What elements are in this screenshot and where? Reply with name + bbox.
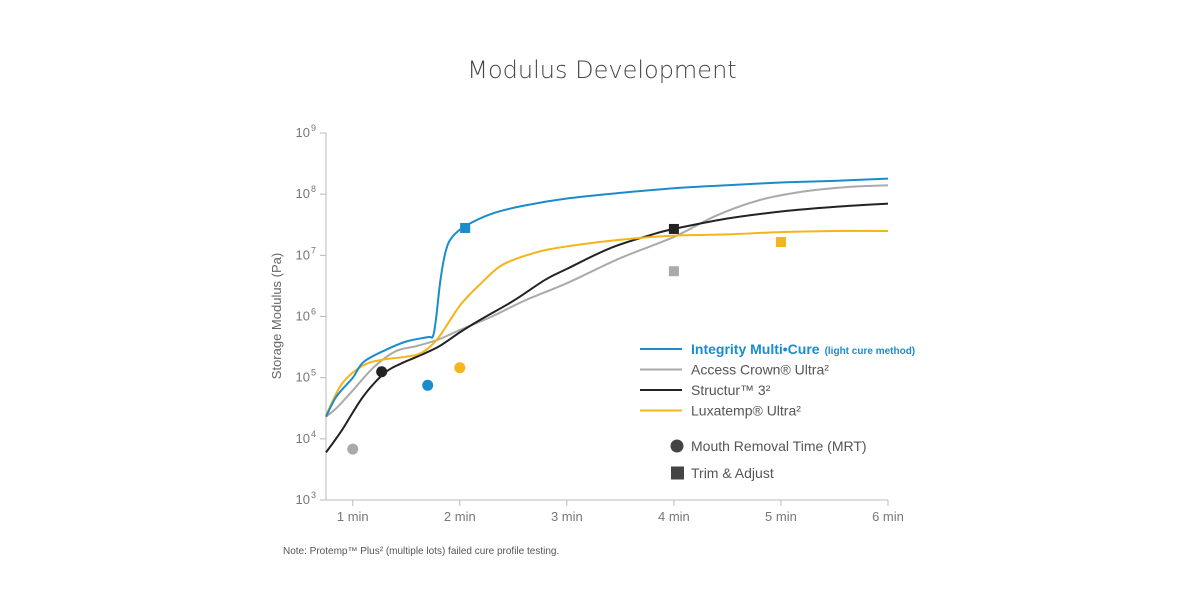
trim-marker-3 xyxy=(775,237,786,248)
x-tick-label: 6 min xyxy=(872,509,904,524)
mrt-marker-0 xyxy=(422,379,434,391)
legend-square-icon xyxy=(671,466,684,480)
y-tick-base: 10 xyxy=(296,247,310,262)
x-tick-label: 5 min xyxy=(765,509,797,524)
series-line-0 xyxy=(325,177,889,418)
y-tick-base: 10 xyxy=(296,370,310,385)
y-tick-base: 10 xyxy=(296,492,310,507)
x-tick-label: 4 min xyxy=(658,509,690,524)
mrt-marker-2 xyxy=(376,366,388,378)
y-tick-base: 10 xyxy=(296,309,310,324)
legend-series-note: (light cure method) xyxy=(825,346,916,357)
series-line-1 xyxy=(325,184,889,418)
y-tick-base: 10 xyxy=(296,125,310,140)
chart-title: Modulus Development xyxy=(467,56,736,84)
legend-series-name: Luxatemp® Ultra² xyxy=(691,403,801,419)
y-tick-exponent: 4 xyxy=(311,429,316,439)
mrt-marker-3 xyxy=(454,362,466,374)
legend-label-1: Access Crown® Ultra² xyxy=(691,362,829,378)
legend-series-name: Access Crown® Ultra² xyxy=(691,362,829,378)
legend-series-name: Integrity Multi•Cure xyxy=(691,341,820,357)
footnote: Note: Protemp™ Plus² (multiple lots) fai… xyxy=(283,546,559,557)
y-tick-label: 108 xyxy=(296,184,316,201)
legend-label-3: Luxatemp® Ultra² xyxy=(691,403,801,419)
y-tick-exponent: 3 xyxy=(311,490,316,500)
y-tick-label: 106 xyxy=(296,307,316,324)
y-tick-base: 10 xyxy=(296,186,310,201)
series-markers xyxy=(347,222,786,455)
legend-label-0: Integrity Multi•Cure (light cure method) xyxy=(691,341,915,357)
series-line-3 xyxy=(325,229,889,417)
x-tick-label: 2 min xyxy=(444,509,476,524)
series-lines xyxy=(325,177,889,453)
x-tick-label: 1 min xyxy=(337,509,369,524)
trim-marker-0 xyxy=(460,222,471,233)
y-tick-label: 109 xyxy=(296,123,316,140)
y-tick-exponent: 5 xyxy=(311,368,316,378)
mrt-marker-1 xyxy=(347,443,359,455)
legend-marker-label-1: Trim & Adjust xyxy=(691,465,774,481)
y-tick-exponent: 8 xyxy=(311,184,316,194)
y-tick-label: 104 xyxy=(296,429,316,446)
ticks: 1 min 2 min 3 min 4 min 5 min 6 min1031041051… xyxy=(296,123,904,524)
y-axis-label: Storage Modulus (Pa) xyxy=(269,253,284,379)
legend: Integrity Multi•Cure (light cure method) A… xyxy=(640,341,915,481)
legend-circle-icon xyxy=(670,439,684,453)
y-tick-exponent: 6 xyxy=(311,307,316,317)
trim-marker-2 xyxy=(668,223,679,234)
legend-label-2: Structur™ 3² xyxy=(691,382,771,398)
y-tick-base: 10 xyxy=(296,431,310,446)
y-tick-exponent: 9 xyxy=(311,123,316,133)
y-tick-label: 105 xyxy=(296,368,316,385)
x-tick-label: 3 min xyxy=(551,509,583,524)
y-tick-label: 103 xyxy=(296,490,316,507)
y-axis-label-group: Storage Modulus (Pa) xyxy=(269,253,284,379)
legend-series-name: Structur™ 3² xyxy=(691,382,771,398)
y-tick-label: 107 xyxy=(296,245,316,262)
trim-marker-1 xyxy=(668,266,679,277)
y-tick-exponent: 7 xyxy=(311,245,316,255)
legend-marker-label-0: Mouth Removal Time (MRT) xyxy=(691,438,867,454)
